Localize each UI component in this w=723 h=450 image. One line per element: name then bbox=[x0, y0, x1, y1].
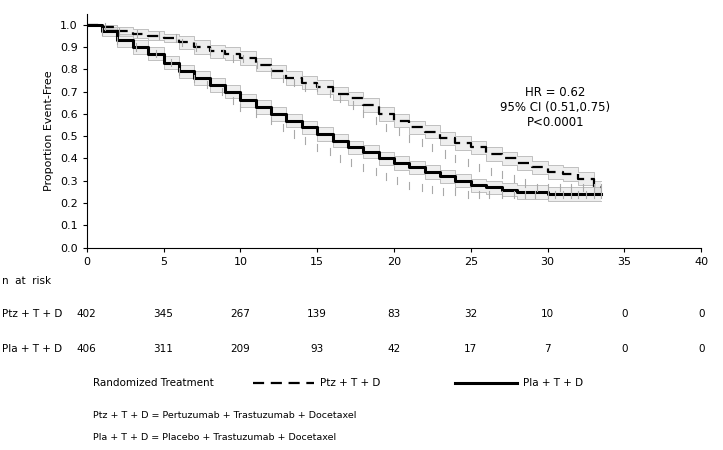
Text: 0: 0 bbox=[698, 344, 704, 354]
Text: 83: 83 bbox=[388, 309, 401, 319]
Text: Pla + T + D: Pla + T + D bbox=[2, 344, 62, 354]
Text: 7: 7 bbox=[544, 344, 551, 354]
Text: Pla + T + D: Pla + T + D bbox=[523, 378, 583, 388]
Y-axis label: Proportion Event-Free: Proportion Event-Free bbox=[44, 70, 54, 191]
Text: n  at  risk: n at risk bbox=[2, 276, 51, 287]
Text: 267: 267 bbox=[231, 309, 250, 319]
Text: 0: 0 bbox=[698, 309, 704, 319]
Text: Ptz + T + D: Ptz + T + D bbox=[2, 309, 63, 319]
Text: 209: 209 bbox=[231, 344, 250, 354]
Text: 406: 406 bbox=[77, 344, 97, 354]
Text: 402: 402 bbox=[77, 309, 97, 319]
Text: 17: 17 bbox=[464, 344, 477, 354]
Text: 139: 139 bbox=[307, 309, 327, 319]
Text: Pla + T + D = Placebo + Trastuzumab + Docetaxel: Pla + T + D = Placebo + Trastuzumab + Do… bbox=[93, 432, 336, 441]
Text: 345: 345 bbox=[154, 309, 174, 319]
Text: 42: 42 bbox=[388, 344, 401, 354]
Text: Ptz + T + D: Ptz + T + D bbox=[320, 378, 381, 388]
Text: Randomized Treatment: Randomized Treatment bbox=[93, 378, 214, 388]
Text: HR = 0.62
95% CI (0.51,0.75)
P<0.0001: HR = 0.62 95% CI (0.51,0.75) P<0.0001 bbox=[500, 86, 610, 129]
Text: 311: 311 bbox=[154, 344, 174, 354]
Text: Ptz + T + D = Pertuzumab + Trastuzumab + Docetaxel: Ptz + T + D = Pertuzumab + Trastuzumab +… bbox=[93, 411, 356, 420]
Text: 0: 0 bbox=[621, 344, 628, 354]
Text: 10: 10 bbox=[541, 309, 555, 319]
Text: 0: 0 bbox=[621, 309, 628, 319]
Text: 32: 32 bbox=[464, 309, 477, 319]
Text: 93: 93 bbox=[311, 344, 324, 354]
